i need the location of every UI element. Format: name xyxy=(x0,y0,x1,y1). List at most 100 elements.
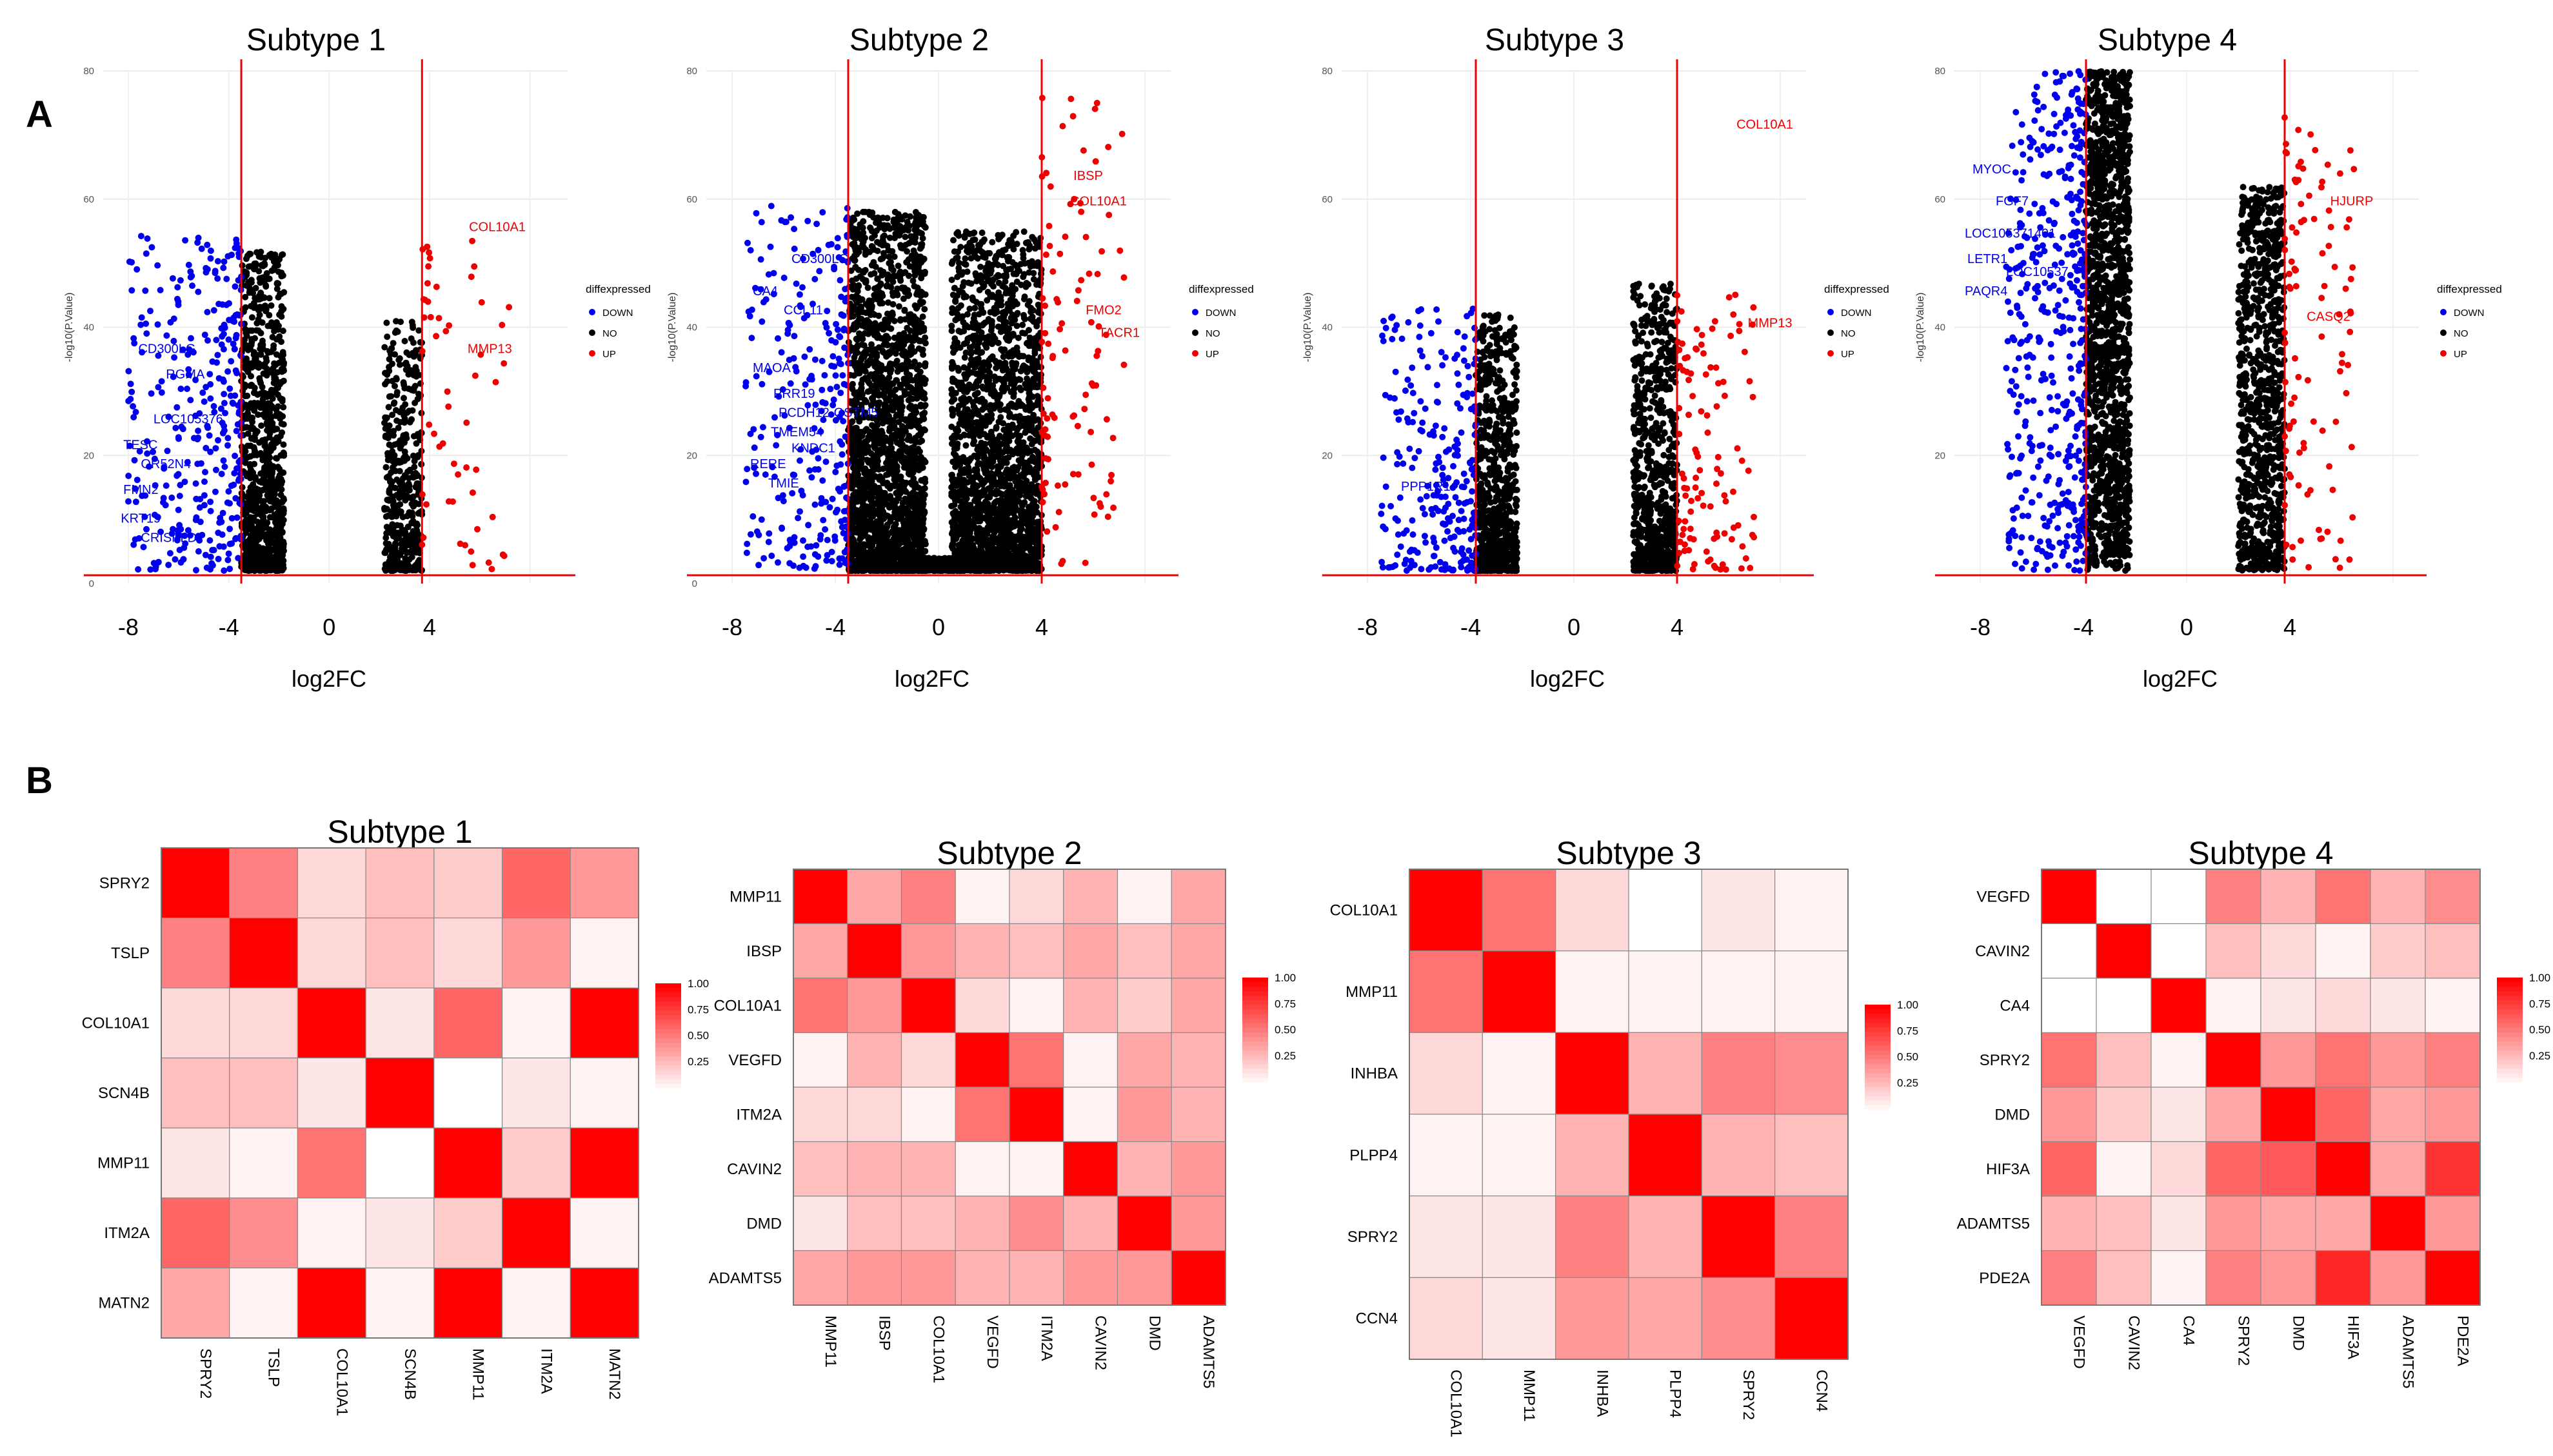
point-no xyxy=(915,337,922,344)
point-down xyxy=(213,337,220,344)
point-no xyxy=(912,491,919,498)
point-no xyxy=(269,333,276,340)
point-no xyxy=(401,419,408,426)
volcano-plots: Subtype 1020406080-log10(P.Value)COL10A1… xyxy=(64,23,2502,692)
point-no xyxy=(915,521,922,528)
point-no xyxy=(876,542,883,549)
point-down xyxy=(187,274,194,280)
point-down xyxy=(221,324,228,331)
point-down xyxy=(230,400,237,407)
point-no xyxy=(871,500,878,507)
point-no xyxy=(848,485,855,492)
point-no xyxy=(978,230,986,236)
point-no xyxy=(882,316,889,323)
point-no xyxy=(268,302,275,309)
point-down xyxy=(167,319,174,326)
point-no xyxy=(902,495,909,502)
point-no xyxy=(248,339,255,346)
point-down xyxy=(231,346,238,353)
point-no xyxy=(273,286,281,292)
point-down xyxy=(201,331,208,339)
point-no xyxy=(900,295,907,302)
point-no xyxy=(276,311,283,318)
point-up xyxy=(444,388,451,395)
panel-label-a: A xyxy=(26,93,53,135)
point-down xyxy=(160,499,166,506)
point-no xyxy=(912,234,919,241)
point-down xyxy=(219,429,226,437)
point-no xyxy=(878,413,885,420)
point-down xyxy=(225,336,232,343)
point-no xyxy=(879,300,886,307)
legend-title: diffexpressed xyxy=(586,283,651,295)
point-no xyxy=(893,451,900,458)
point-no xyxy=(392,566,399,573)
point-no xyxy=(867,224,873,231)
point-no xyxy=(871,270,878,277)
point-down xyxy=(203,564,210,571)
point-no xyxy=(896,270,903,277)
point-no xyxy=(264,479,272,486)
point-up xyxy=(471,263,478,270)
point-no xyxy=(241,381,248,388)
gene-label: LOC105376 xyxy=(154,413,223,427)
point-no xyxy=(281,450,288,457)
y-tick-label: 40 xyxy=(83,322,94,333)
point-down xyxy=(128,388,135,395)
point-no xyxy=(849,547,857,554)
point-no xyxy=(270,444,277,451)
point-no xyxy=(900,341,908,348)
point-down xyxy=(218,471,225,477)
point-up xyxy=(455,471,462,478)
point-down xyxy=(138,314,145,321)
point-no xyxy=(906,263,913,270)
point-no xyxy=(393,375,400,382)
point-no xyxy=(388,478,395,486)
point-no xyxy=(853,335,860,342)
point-no xyxy=(248,314,255,321)
point-no xyxy=(413,522,421,529)
point-no xyxy=(875,524,882,530)
point-no xyxy=(897,400,904,408)
gene-label: FMN2 xyxy=(123,483,158,497)
point-no xyxy=(274,259,281,266)
point-no xyxy=(870,489,877,496)
point-no xyxy=(276,564,283,571)
point-no xyxy=(895,418,902,426)
point-down xyxy=(155,558,162,566)
point-no xyxy=(875,214,882,221)
point-no xyxy=(886,428,893,435)
point-no xyxy=(905,384,912,391)
point-no xyxy=(388,508,395,515)
point-no xyxy=(865,447,871,454)
point-down xyxy=(225,550,232,557)
point-no xyxy=(916,527,923,534)
point-no xyxy=(871,363,879,370)
y-tick-label: 20 xyxy=(686,450,697,461)
point-down xyxy=(204,309,211,315)
point-no xyxy=(255,549,263,556)
point-no xyxy=(257,400,264,408)
point-no xyxy=(918,257,925,264)
point-no xyxy=(258,422,265,429)
point-up xyxy=(426,421,433,428)
point-no xyxy=(865,536,872,543)
point-down xyxy=(185,261,192,268)
point-no xyxy=(261,504,268,511)
point-up xyxy=(446,322,453,329)
point-no xyxy=(382,464,390,471)
gene-label: CD300LG xyxy=(138,342,195,356)
point-no xyxy=(405,475,412,482)
point-no xyxy=(849,241,856,248)
point-no xyxy=(386,356,393,362)
point-no xyxy=(879,476,886,483)
point-no xyxy=(899,560,906,567)
point-no xyxy=(877,364,884,371)
point-down xyxy=(196,504,203,511)
point-no xyxy=(901,306,908,313)
point-no xyxy=(895,262,902,270)
point-down xyxy=(144,235,151,242)
point-down xyxy=(221,258,228,265)
point-no xyxy=(401,385,408,391)
point-no xyxy=(268,474,275,481)
